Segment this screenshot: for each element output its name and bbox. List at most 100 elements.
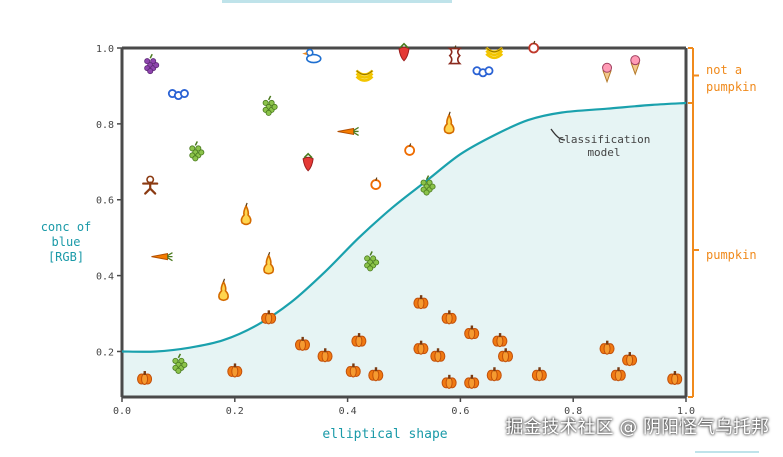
pumpkin-stem — [628, 352, 631, 357]
apple-stem — [533, 40, 536, 45]
curve-label-line: model — [587, 146, 620, 159]
gingerbread-body — [142, 181, 159, 195]
strawberry-icon — [398, 42, 410, 62]
grape — [271, 103, 278, 110]
duck-icon — [302, 48, 322, 64]
grapes-green-icon — [189, 141, 205, 162]
grape — [364, 255, 371, 262]
grape — [373, 259, 380, 266]
pumpkin-stem — [419, 295, 423, 300]
pumpkin-icon — [294, 336, 310, 351]
pumpkin-icon — [599, 340, 615, 355]
apple-body — [528, 42, 540, 54]
orange-body — [404, 145, 416, 156]
grape — [198, 149, 205, 156]
pear-stem — [245, 202, 248, 207]
grape — [175, 367, 182, 374]
grape — [265, 109, 272, 116]
pumpkin-stem — [267, 310, 271, 315]
ice-cream-icon — [602, 62, 613, 84]
grape — [423, 189, 430, 196]
y-tick-label: 0.6 — [96, 196, 114, 207]
carrot-icon — [151, 252, 173, 262]
pumpkin-lobe — [372, 369, 380, 382]
pumpkin-lobe — [349, 365, 357, 378]
pumpkin-icon — [345, 363, 361, 378]
pumpkin-stem — [606, 340, 609, 345]
pumpkin-lobe — [321, 350, 329, 363]
pumpkin-region-fill — [122, 103, 686, 397]
ice-cream-icon — [630, 55, 641, 76]
grape — [144, 58, 151, 65]
x-tick-label: 0.6 — [451, 406, 469, 417]
grape — [147, 68, 154, 75]
grape — [426, 179, 433, 186]
banana-outline — [356, 70, 373, 75]
grape — [195, 145, 202, 152]
pumpkin-icon — [261, 310, 277, 325]
region-label-line: pumpkin — [706, 248, 757, 262]
pumpkin-stem — [436, 348, 440, 353]
pumpkin-stem — [504, 348, 507, 353]
x-tick-label: 0.0 — [113, 406, 131, 417]
ice-cream-scoop — [602, 62, 613, 73]
pumpkin-lobe — [141, 373, 149, 386]
classification-curve — [121, 101, 687, 353]
curve-label-line: classification — [558, 133, 651, 146]
pear-stem — [448, 111, 451, 116]
pumpkin-lobe — [231, 365, 239, 378]
strawberry-body — [398, 46, 410, 62]
y-axis-label-line: [RGB] — [48, 250, 84, 264]
pumpkin-stem — [448, 310, 451, 315]
pumpkin-lobe — [502, 350, 510, 363]
top-divider — [222, 0, 452, 3]
duck-body — [305, 53, 322, 64]
region-label-line: pumpkin — [706, 80, 757, 94]
pumpkin-stem — [374, 367, 378, 372]
banana — [355, 72, 374, 79]
pumpkin-lobe — [265, 312, 273, 325]
x-tick-label: 1.0 — [677, 406, 695, 417]
y-axis-label-line: blue — [52, 235, 81, 249]
pumpkin-stem — [448, 374, 451, 379]
strawberry-leaf — [399, 42, 409, 49]
pumpkin-icon — [368, 367, 384, 382]
blueberry — [484, 66, 494, 76]
strawberry-leaf — [303, 152, 313, 159]
region-label-line: not a — [706, 63, 742, 77]
ice-cream-scoop — [630, 55, 641, 66]
pear-body — [218, 279, 229, 302]
pear-body — [240, 204, 252, 226]
pumpkin-icon — [227, 363, 243, 378]
orange-body — [370, 179, 382, 190]
pumpkin-icon — [667, 371, 683, 386]
orange-icon — [404, 143, 416, 156]
region-bracket-not-pumpkin: not a pumpkin — [688, 47, 757, 105]
grape — [172, 357, 179, 364]
pumpkin-icon — [430, 348, 446, 363]
grapes-green-icon — [262, 95, 278, 116]
pumpkin-lobe — [445, 376, 453, 389]
pumpkin-stem — [673, 371, 677, 376]
grape — [189, 145, 196, 152]
blueberry — [179, 89, 189, 99]
pumpkin-stem — [357, 333, 361, 338]
core-stem — [454, 45, 457, 49]
grape-stem — [194, 141, 198, 146]
pumpkin-lobe — [496, 335, 504, 348]
pumpkin-lobe — [626, 354, 634, 367]
pear-icon — [443, 111, 455, 135]
carrot-body — [337, 127, 355, 136]
y-tick-label: 0.4 — [96, 272, 114, 283]
y-tick-label: 0.8 — [96, 120, 114, 131]
curve-label-pointer — [550, 128, 566, 141]
banana — [485, 52, 504, 60]
grape — [367, 265, 374, 272]
grapes-green-icon — [364, 251, 380, 272]
pumpkin-stem — [470, 325, 474, 330]
pumpkin-lobe — [445, 312, 453, 325]
pear-body — [263, 253, 275, 275]
pumpkin-lobe — [468, 327, 476, 340]
